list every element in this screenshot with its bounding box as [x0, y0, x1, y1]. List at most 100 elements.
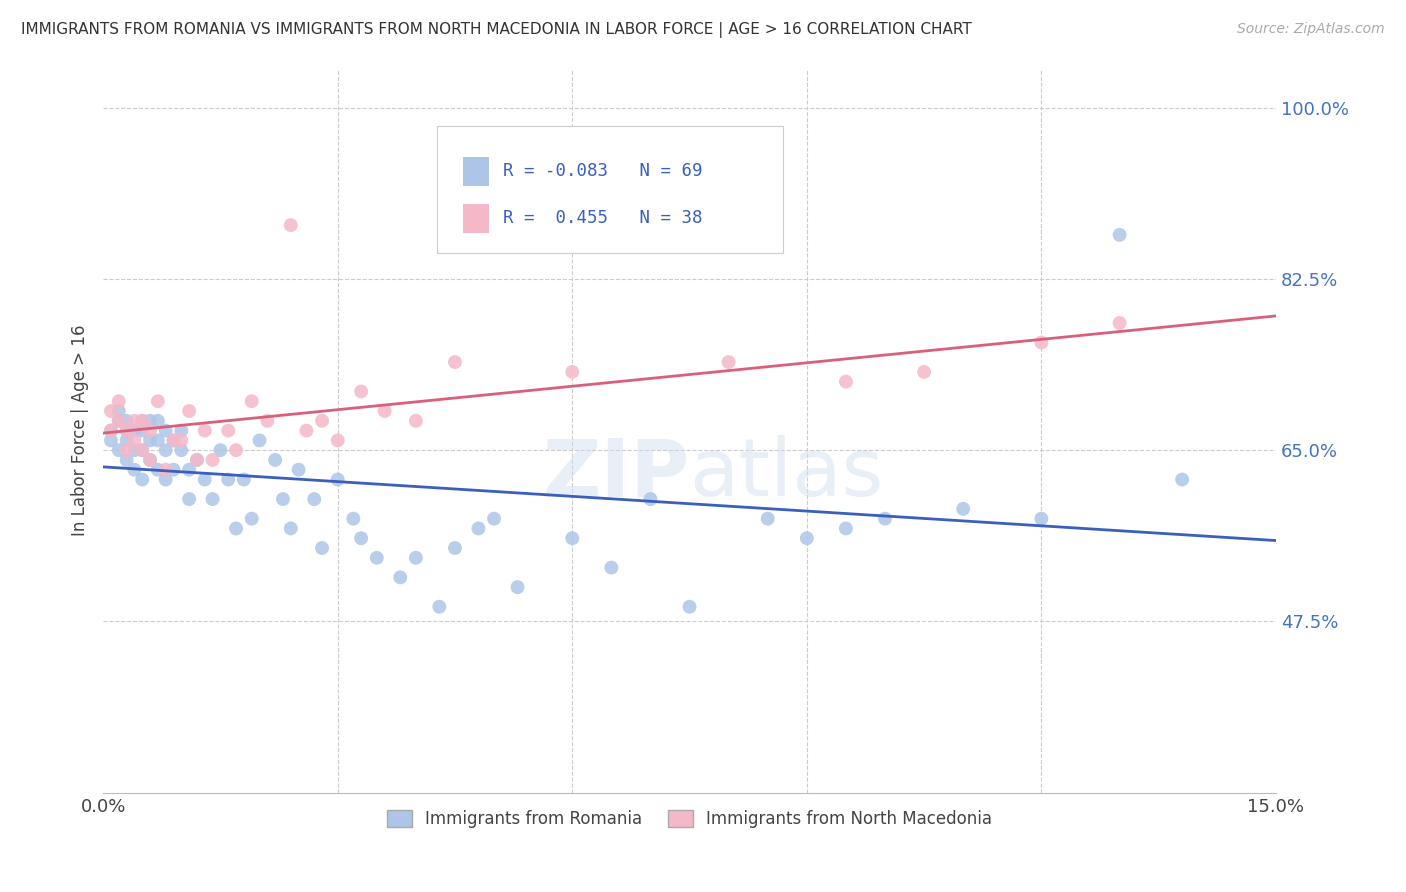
Point — [162, 434, 184, 448]
Point — [342, 511, 364, 525]
Point — [952, 501, 974, 516]
Point — [678, 599, 700, 614]
Point — [256, 414, 278, 428]
Point — [280, 521, 302, 535]
Point — [124, 443, 146, 458]
Point — [600, 560, 623, 574]
Point — [131, 473, 153, 487]
Point — [717, 355, 740, 369]
Point — [139, 434, 162, 448]
Point — [124, 424, 146, 438]
Point — [225, 443, 247, 458]
Point — [264, 453, 287, 467]
Point — [194, 424, 217, 438]
Point — [131, 414, 153, 428]
Point — [115, 414, 138, 428]
Point — [405, 414, 427, 428]
Point — [131, 443, 153, 458]
Point — [366, 550, 388, 565]
Point — [217, 424, 239, 438]
Point — [482, 511, 505, 525]
Point — [240, 511, 263, 525]
Point — [287, 463, 309, 477]
Point — [201, 492, 224, 507]
Point — [100, 424, 122, 438]
Point — [427, 599, 450, 614]
Point — [115, 424, 138, 438]
Point — [155, 473, 177, 487]
Point — [146, 434, 169, 448]
Point — [115, 434, 138, 448]
Point — [835, 521, 858, 535]
Point — [217, 473, 239, 487]
Point — [1171, 473, 1194, 487]
Point — [1031, 511, 1053, 525]
Point — [139, 414, 162, 428]
Point — [1108, 227, 1130, 242]
Point — [311, 541, 333, 555]
Point — [155, 424, 177, 438]
Point — [124, 414, 146, 428]
Point — [201, 453, 224, 467]
Point — [295, 424, 318, 438]
Point — [107, 404, 129, 418]
Point — [186, 453, 208, 467]
Point — [405, 550, 427, 565]
Point — [326, 434, 349, 448]
Point — [179, 492, 201, 507]
Point — [467, 521, 489, 535]
Point — [444, 355, 467, 369]
Point — [146, 414, 169, 428]
Point — [107, 414, 129, 428]
Point — [756, 511, 779, 525]
Point — [155, 443, 177, 458]
FancyBboxPatch shape — [463, 204, 489, 233]
Point — [115, 443, 138, 458]
Point — [225, 521, 247, 535]
Point — [139, 424, 162, 438]
Point — [155, 463, 177, 477]
Point — [326, 473, 349, 487]
Point — [249, 434, 271, 448]
Point — [146, 394, 169, 409]
Point — [186, 453, 208, 467]
Point — [162, 463, 184, 477]
Text: atlas: atlas — [689, 435, 884, 513]
Point — [444, 541, 467, 555]
Text: R =  0.455   N = 38: R = 0.455 N = 38 — [503, 210, 703, 227]
Point — [170, 424, 193, 438]
FancyBboxPatch shape — [463, 157, 489, 186]
Point — [131, 414, 153, 428]
Point — [311, 414, 333, 428]
Point — [350, 384, 373, 399]
Point — [146, 463, 169, 477]
Point — [162, 434, 184, 448]
Point — [179, 404, 201, 418]
Point — [1031, 335, 1053, 350]
Point — [139, 453, 162, 467]
Point — [640, 492, 662, 507]
Point — [506, 580, 529, 594]
Point — [170, 434, 193, 448]
Y-axis label: In Labor Force | Age > 16: In Labor Force | Age > 16 — [72, 325, 89, 536]
Point — [873, 511, 896, 525]
Point — [107, 443, 129, 458]
FancyBboxPatch shape — [437, 127, 783, 253]
Point — [374, 404, 396, 418]
Text: IMMIGRANTS FROM ROMANIA VS IMMIGRANTS FROM NORTH MACEDONIA IN LABOR FORCE | AGE : IMMIGRANTS FROM ROMANIA VS IMMIGRANTS FR… — [21, 22, 972, 38]
Point — [107, 414, 129, 428]
Point — [170, 443, 193, 458]
Point — [240, 394, 263, 409]
Point — [280, 218, 302, 232]
Point — [796, 531, 818, 545]
Point — [835, 375, 858, 389]
Point — [561, 531, 583, 545]
Point — [139, 453, 162, 467]
Legend: Immigrants from Romania, Immigrants from North Macedonia: Immigrants from Romania, Immigrants from… — [381, 804, 998, 835]
Point — [124, 463, 146, 477]
Point — [209, 443, 232, 458]
Point — [194, 473, 217, 487]
Point — [115, 453, 138, 467]
Point — [350, 531, 373, 545]
Text: ZIP: ZIP — [543, 435, 689, 513]
